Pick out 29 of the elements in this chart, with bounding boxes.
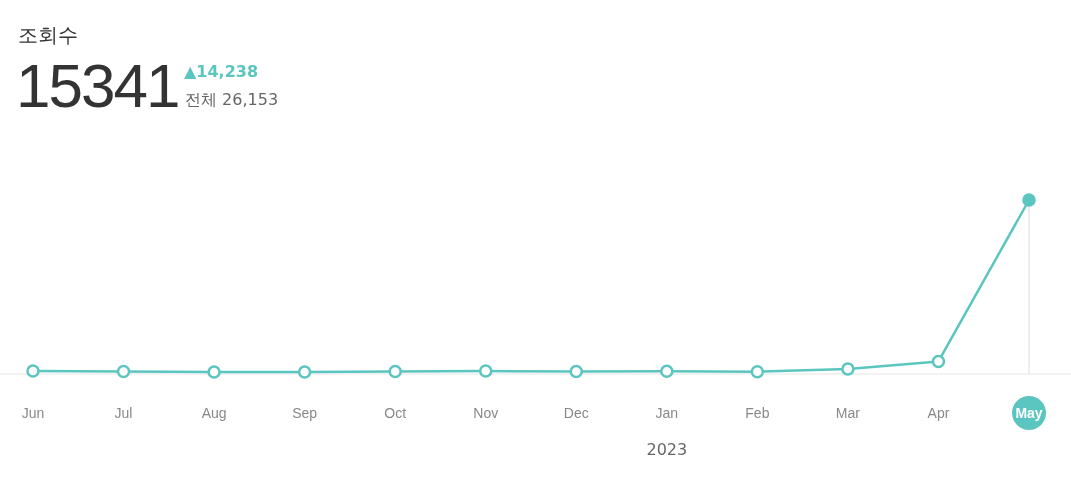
x-tick-label: Apr [927,405,950,421]
text: ▲14,238 [184,62,259,81]
x-tick-label: Mar [835,405,861,421]
x-tick-label: Sep [292,405,318,421]
x-tick-label: Oct [384,405,407,421]
point [26,364,40,378]
x-tick-label: Jul [114,405,133,421]
point [569,364,584,379]
x-tick-label: Nov [473,405,499,421]
point [931,354,946,369]
point [207,365,221,379]
point [750,364,765,379]
point [116,364,131,379]
text: 2023 [646,440,688,459]
x-tick-label: Feb [745,405,770,421]
point [478,364,493,378]
point [297,365,312,379]
chart-title: 조회수 [18,23,78,47]
chart-subtitle: 15341 [16,51,179,120]
point [841,362,855,376]
point [660,364,674,378]
x-tick-label: Jun [21,405,45,421]
x-tick-label: Aug [201,405,227,421]
x-tick-label: Jan [655,405,679,421]
text: 전체 26,153 [185,90,279,109]
x-tick-label: May [1015,405,1043,421]
x-tick-label: Dec [563,405,589,421]
point [1022,193,1036,207]
point [388,364,402,379]
